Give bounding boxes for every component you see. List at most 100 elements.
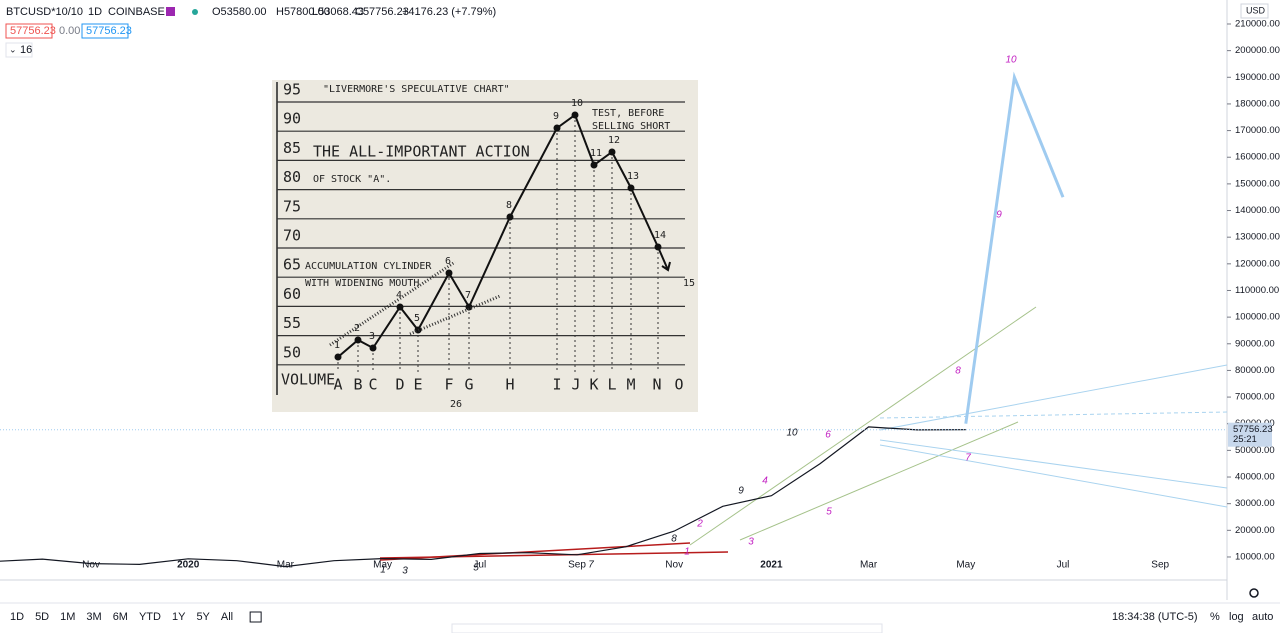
- sheet-text: VOLUME: [281, 371, 335, 389]
- countdown: 25:21: [1233, 434, 1257, 445]
- wave-label: 3: [748, 537, 754, 548]
- x-tick-label: Jul: [473, 560, 486, 571]
- range-button[interactable]: 5Y: [196, 611, 210, 623]
- sheet-point-label: 12: [608, 135, 620, 146]
- wave-label: 9: [738, 486, 744, 497]
- indicator-value: 57756.23: [10, 25, 56, 37]
- wave-label: 1: [684, 547, 690, 558]
- y-tick-label: 140000.00: [1235, 205, 1280, 216]
- sheet-arrow: [657, 246, 671, 272]
- sheet-letter: C: [368, 376, 377, 394]
- sheet-text: TEST, BEFORE: [592, 108, 664, 119]
- x-tick-label: May: [373, 560, 392, 571]
- y-tick-label: 180000.00: [1235, 98, 1280, 109]
- close: C57756.23: [355, 6, 409, 18]
- range-button[interactable]: 5D: [35, 611, 49, 623]
- sheet-text: SELLING SHORT: [592, 121, 670, 132]
- x-tick-label: 2020: [177, 560, 200, 571]
- range-button[interactable]: 6M: [113, 611, 128, 623]
- log-toggle[interactable]: log: [1229, 611, 1244, 623]
- sheet-point-label: 6: [445, 256, 451, 267]
- price-label: 57756.23: [1233, 424, 1273, 435]
- settings-icon[interactable]: [1249, 588, 1259, 598]
- x-tick-label: Sep: [568, 560, 586, 571]
- sheet-y-label: 95: [283, 81, 301, 99]
- compare-icon[interactable]: [249, 611, 262, 623]
- wave-label: 9: [996, 210, 1002, 221]
- sheet-point-label: 2: [354, 323, 360, 334]
- auto-toggle[interactable]: auto: [1252, 611, 1273, 623]
- x-tick-label: Sep: [1151, 560, 1169, 571]
- clock[interactable]: 18:34:38 (UTC-5): [1112, 611, 1198, 623]
- y-tick-label: 110000.00: [1235, 285, 1279, 296]
- y-tick-label: 80000.00: [1235, 365, 1275, 376]
- wave-label: 10: [1005, 55, 1017, 66]
- indicator-value: 0.00: [59, 25, 80, 37]
- wave-label: 8: [671, 534, 677, 545]
- collapse-button[interactable]: [5, 42, 33, 58]
- sheet-letter: I: [552, 376, 561, 394]
- sheet-hatch: [329, 260, 456, 347]
- y-tick-label: 40000.00: [1235, 472, 1275, 483]
- flag-icon[interactable]: [166, 7, 175, 16]
- sheet-letter: M: [626, 376, 635, 394]
- y-tick-label: 20000.00: [1235, 525, 1275, 536]
- sheet-text: THE ALL-IMPORTANT ACTION: [313, 143, 530, 161]
- drawing-toolbar[interactable]: [451, 623, 883, 634]
- sheet-text: OF STOCK "A".: [313, 174, 391, 185]
- sheet-hatch: [409, 294, 501, 336]
- sheet-letter: H: [505, 376, 514, 394]
- sheet-point-label: 11: [590, 148, 602, 159]
- interval: 1D: [88, 6, 102, 18]
- wave-label: 10: [786, 428, 798, 439]
- sheet-y-label: 80: [283, 168, 301, 186]
- wave-label: 1: [380, 565, 386, 576]
- y-tick-label: 150000.00: [1235, 178, 1280, 189]
- price-line: [964, 71, 1065, 424]
- x-tick-label: 2021: [760, 560, 783, 571]
- fan-line: [879, 411, 1228, 419]
- wave-label: 2: [696, 519, 703, 530]
- range-button[interactable]: 1D: [10, 611, 24, 623]
- y-tick-label: 120000.00: [1235, 258, 1280, 269]
- sheet-point-label: 7: [465, 290, 471, 301]
- y-tick-label: 50000.00: [1235, 445, 1275, 456]
- sheet-letter: J: [571, 376, 580, 394]
- sheet-point-label: 15: [683, 278, 695, 289]
- wave-label: 6: [825, 430, 831, 441]
- x-tick-label: Jul: [1057, 560, 1070, 571]
- fan-line: [879, 439, 1228, 489]
- range-button[interactable]: All: [221, 611, 233, 623]
- range-button[interactable]: 1M: [60, 611, 75, 623]
- x-tick-label: Nov: [82, 560, 100, 571]
- sheet-point-label: 5: [414, 313, 420, 324]
- indicator-box: [81, 23, 129, 39]
- chevron: ⌄: [9, 44, 17, 54]
- y-tick-label: 160000.00: [1235, 152, 1280, 163]
- y-tick-label: 200000.00: [1235, 45, 1280, 56]
- symbol: BTCUSD*10/10: [6, 6, 83, 18]
- sheet-point-label: 8: [506, 200, 512, 211]
- range-button[interactable]: 1Y: [172, 611, 186, 623]
- sheet-letter: O: [674, 376, 683, 394]
- wave-label: 5: [826, 507, 832, 518]
- sheet-point-label: 14: [654, 230, 666, 241]
- sheet-letter: G: [464, 376, 473, 394]
- sheet-point-label: 1: [334, 340, 340, 351]
- sheet-y-label: 70: [283, 227, 301, 245]
- currency-box[interactable]: [1240, 3, 1269, 19]
- fan-line: [879, 444, 1228, 508]
- sheet-letter: E: [413, 376, 422, 394]
- price-label-box: [1228, 422, 1272, 447]
- y-tick-label: 130000.00: [1235, 232, 1280, 243]
- sheet-text: 26: [450, 399, 462, 410]
- image-paper: [272, 80, 698, 412]
- y-tick-label: 70000.00: [1235, 392, 1275, 403]
- status-dot: [192, 9, 198, 15]
- range-button[interactable]: 3M: [86, 611, 101, 623]
- range-button[interactable]: YTD: [139, 611, 161, 623]
- trend-line: [379, 551, 729, 559]
- percent-toggle[interactable]: %: [1210, 611, 1220, 623]
